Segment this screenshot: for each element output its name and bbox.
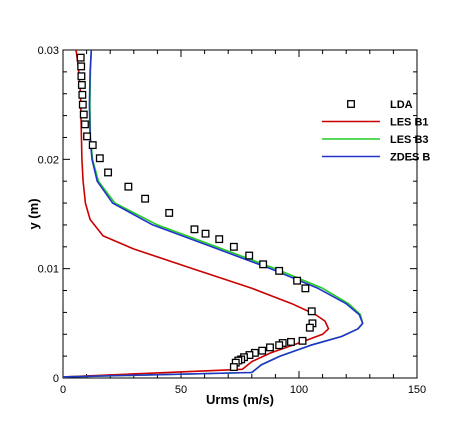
data-point-lda xyxy=(95,154,104,163)
data-point-lda xyxy=(307,307,316,316)
legend-label-lda: LDA xyxy=(390,99,413,111)
data-point-lda xyxy=(165,208,174,217)
series-line-les-b1 xyxy=(62,49,330,378)
data-point-lda xyxy=(275,341,284,350)
data-point-lda xyxy=(83,132,92,141)
data-point-lda xyxy=(266,343,274,352)
y-axis-title: y (m) xyxy=(26,198,41,229)
y-axis: 0 0.01 0.02 0.03 xyxy=(38,45,417,385)
legend-label-les-b1: LES B1 xyxy=(390,117,429,129)
y-tick-label: 0.03 xyxy=(38,45,59,57)
data-point-lda xyxy=(201,229,210,238)
y-tick-label: 0.01 xyxy=(38,264,59,276)
legend-label-zdes-b: ZDES B xyxy=(390,152,430,164)
x-axis-title: Urms (m/s) xyxy=(206,392,274,407)
data-point-lda xyxy=(259,260,268,269)
data-point-lda xyxy=(298,336,307,345)
data-point-lda xyxy=(141,194,150,203)
data-point-lda xyxy=(78,90,87,99)
plot-frame xyxy=(62,49,418,379)
data-point-lda xyxy=(258,346,267,355)
data-point-lda xyxy=(229,242,238,251)
data-point-lda xyxy=(88,141,97,150)
data-point-lda xyxy=(79,110,88,119)
data-point-lda xyxy=(305,323,314,332)
data-point-lda xyxy=(104,168,113,177)
data-point-lda xyxy=(229,363,238,372)
data-point-lda xyxy=(76,53,85,62)
data-point-lda xyxy=(80,120,89,129)
data-point-lda xyxy=(287,337,295,346)
data-point-lda xyxy=(301,284,310,293)
legend: LDA LES B1 LES B3 ZDES B xyxy=(322,99,430,164)
y-tick-label: 0.02 xyxy=(38,154,59,166)
x-tick-label: 150 xyxy=(408,384,426,396)
data-point-lda xyxy=(78,100,87,109)
data-point-lda xyxy=(215,235,224,244)
data-point-lda xyxy=(77,62,86,71)
x-tick-label: 100 xyxy=(290,384,308,396)
data-point-lda xyxy=(190,225,199,234)
legend-symbol-lda xyxy=(347,100,355,108)
data-point-lda xyxy=(293,276,302,285)
x-tick-label: 0 xyxy=(60,384,66,396)
data-point-lda xyxy=(77,72,86,81)
data-point-lda xyxy=(275,266,284,275)
plot-area xyxy=(62,49,418,379)
series-layer xyxy=(62,49,364,378)
legend-label-les-b3: LES B3 xyxy=(390,134,429,146)
data-point-lda xyxy=(245,251,254,260)
x-tick-label: 50 xyxy=(175,384,187,396)
data-point-lda xyxy=(124,182,133,191)
data-point-lda xyxy=(77,81,86,89)
y-tick-label: 0 xyxy=(53,373,59,385)
x-axis: 0 50 100 150 xyxy=(60,50,426,396)
